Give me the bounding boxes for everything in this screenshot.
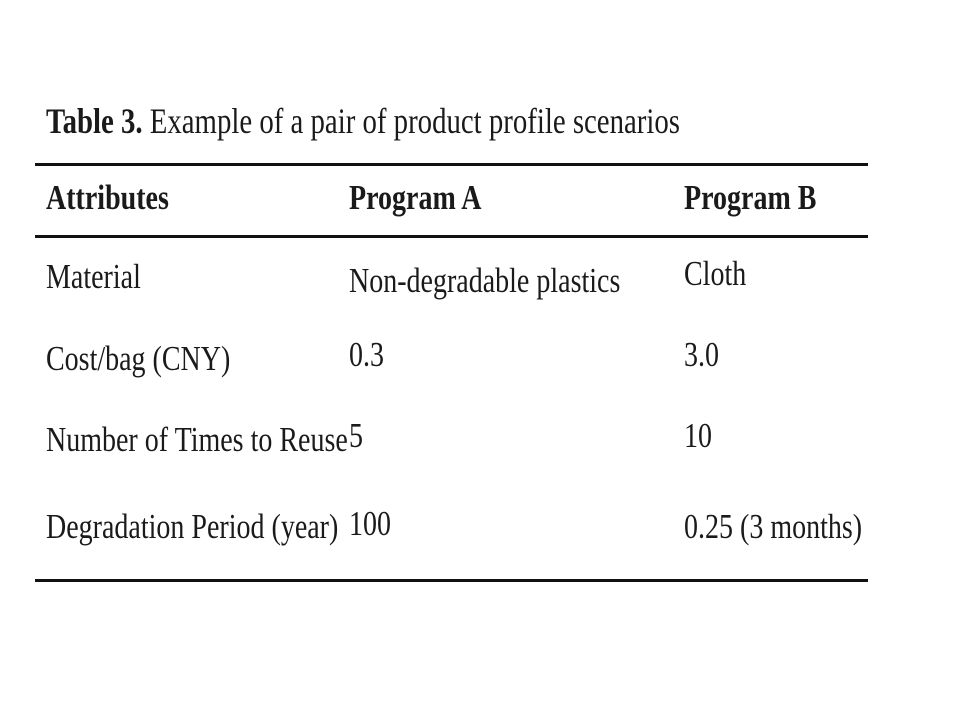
row-degradation-program-b: 0.25 (3 months) <box>684 507 863 546</box>
table-caption: Table 3. Example of a pair of product pr… <box>46 96 680 146</box>
row-cost-program-a: 0.3 <box>349 335 384 374</box>
header-attributes: Attributes <box>46 178 169 217</box>
table-caption-text: Example of a pair of product profile sce… <box>142 101 680 141</box>
header-program-a: Program A <box>349 178 482 217</box>
table-header-rule <box>35 235 868 238</box>
row-material-attribute: Material <box>46 257 141 296</box>
row-material-program-a: Non-degradable plastics <box>349 261 621 300</box>
table-caption-label: Table 3. <box>46 101 143 141</box>
table-bottom-rule <box>35 579 868 582</box>
table-top-rule <box>35 163 868 166</box>
row-reuse-program-a: 5 <box>349 416 363 455</box>
row-cost-attribute: Cost/bag (CNY) <box>46 339 231 378</box>
row-cost-program-b: 3.0 <box>684 335 719 374</box>
header-program-b: Program B <box>684 178 817 217</box>
row-degradation-program-a: 100 <box>349 504 391 543</box>
row-degradation-attribute: Degradation Period (year) <box>46 507 339 546</box>
row-reuse-program-b: 10 <box>684 416 712 455</box>
row-reuse-attribute: Number of Times to Reuse <box>46 420 348 459</box>
row-material-program-b: Cloth <box>684 254 747 293</box>
